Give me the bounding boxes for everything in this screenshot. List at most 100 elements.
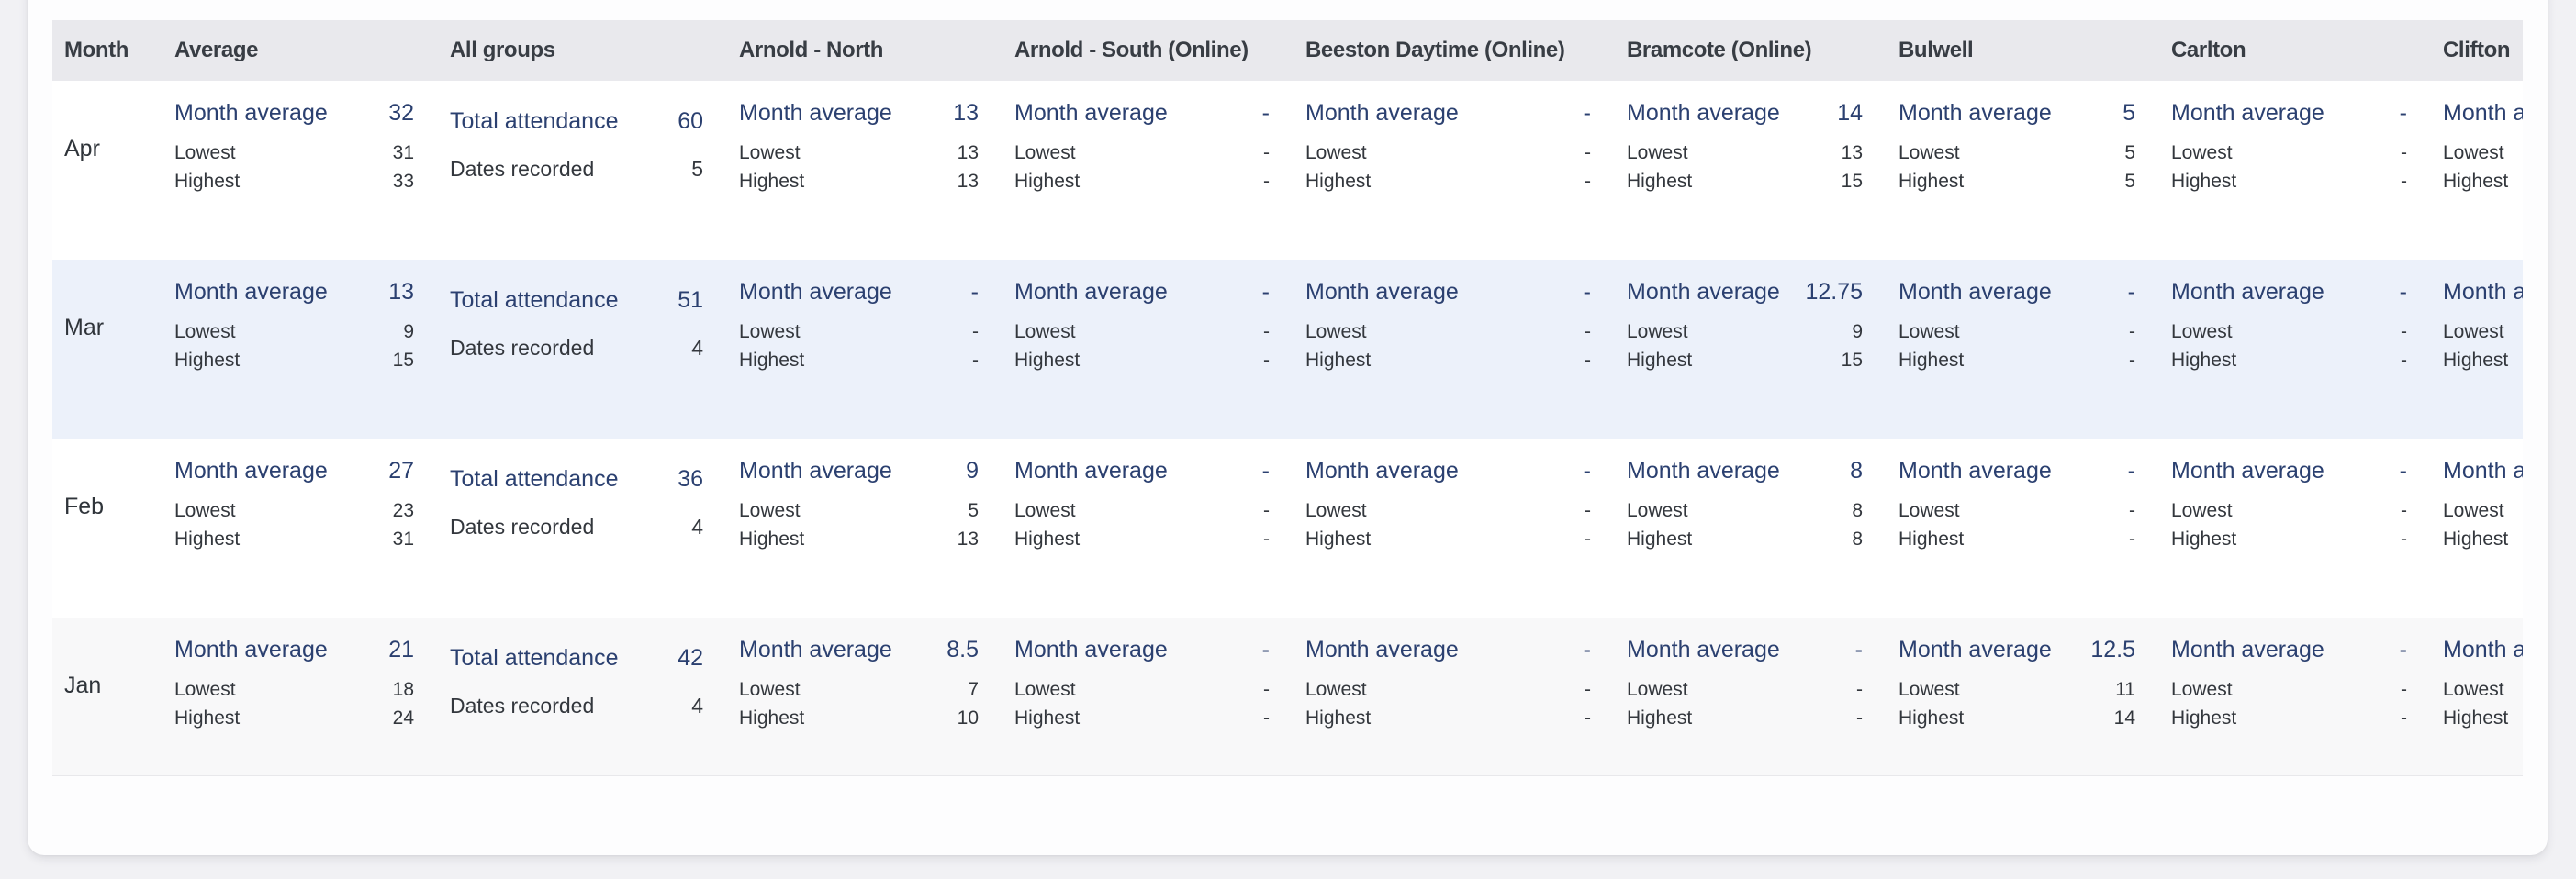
lowest-line: Lowest - (1305, 496, 1591, 525)
lowest-line: Lowest 13 (1627, 139, 1863, 167)
group-stat-cell: Month average - Lowest - Highest - (1002, 81, 1294, 195)
group-stat-cell: Month average - Lowest - Highest - (2159, 618, 2431, 732)
header-all-groups: All groups (450, 38, 555, 62)
stat-label: Month average (2171, 279, 2324, 305)
group-stat-cell: Month average 14 Lowest 13 Highest 15 (1615, 81, 1887, 195)
stat-value: - (1263, 529, 1270, 550)
stat-label: Month average (1014, 458, 1168, 484)
group-stat-cell: Month average - Lowest - Highest - (727, 260, 1002, 374)
group-stat-cell: Month average - Lowest - Highest - (1615, 618, 1887, 732)
stat-label: Month average (174, 637, 328, 662)
month-average-line: Month average - (2171, 636, 2407, 663)
stat-value: 32 (388, 100, 414, 126)
stat-label: Month average (739, 637, 892, 662)
stat-value: 12.5 (2090, 637, 2135, 662)
table-scroll-viewport[interactable]: Month Average All groups Arnold - North Arno… (52, 20, 2523, 776)
lowest-line: Lowest 8 (1627, 496, 1863, 525)
month-average-line: Month average - (2443, 278, 2523, 306)
highest-line: Highest - (1014, 704, 1270, 732)
header-average: Average (174, 38, 259, 62)
attendance-report-card: Month Average All groups Arnold - North Arno… (28, 0, 2548, 855)
table-body: Apr Month average 32 Lowest 31 Highest 3… (52, 81, 2523, 776)
stat-label: Highest (1898, 529, 1965, 550)
stat-value: - (2401, 321, 2407, 342)
stat-value: - (1854, 637, 1863, 662)
stat-value: - (1585, 350, 1591, 371)
group-stat-cell: Month average - Lowest - Highest - (2159, 81, 2431, 195)
total-attendance-line: Total attendance 36 (450, 465, 703, 493)
stat-label: Month average (1305, 458, 1459, 484)
stat-value: 13 (957, 171, 979, 192)
stat-label: Lowest (1627, 321, 1688, 342)
stat-value: 23 (392, 500, 414, 521)
table-header-row: Month Average All groups Arnold - North Arno… (52, 20, 2523, 81)
lowest-line: Lowest - (2443, 139, 2523, 167)
lowest-line: Lowest - (1305, 139, 1591, 167)
header-clifton: Clifton (2443, 38, 2511, 62)
month-average-line: Month average - (1898, 278, 2135, 306)
stat-label: Dates recorded (450, 694, 595, 718)
stat-label: Highest (1627, 171, 1693, 192)
stat-label: Month average (739, 458, 892, 484)
group-stat-cell: Month average 8.5 Lowest 7 Highest 10 (727, 618, 1002, 732)
stat-value: 60 (678, 108, 703, 134)
dates-recorded-line: Dates recorded 4 (450, 692, 703, 719)
month-average-line: Month average - (1014, 457, 1270, 484)
stat-value: 31 (392, 529, 414, 550)
stat-value: - (1585, 679, 1591, 700)
highest-line: Highest 14 (1898, 704, 2135, 732)
lowest-line: Lowest - (1014, 317, 1270, 346)
highest-line: Highest - (1305, 704, 1591, 732)
stat-value: - (1263, 707, 1270, 729)
stat-value: - (1585, 321, 1591, 342)
stat-value: - (1585, 529, 1591, 550)
lowest-line: Lowest - (1305, 675, 1591, 704)
stat-label: Month average (1014, 279, 1168, 305)
highest-line: Highest 33 (174, 167, 414, 195)
stat-value: 10 (957, 707, 979, 729)
group-stat-cell: Month average - Lowest - Highest - (1002, 260, 1294, 374)
lowest-line: Lowest 18 (174, 675, 414, 704)
stat-label: Month average (1305, 279, 1459, 305)
group-stat-cell: Month average 5 Lowest 5 Highest 5 (1887, 81, 2159, 195)
stat-label: Month average (174, 279, 328, 305)
month-average-line: Month average 14 (1627, 99, 1863, 127)
stat-value: 21 (388, 637, 414, 662)
header-month: Month (64, 38, 129, 62)
stat-value: - (1261, 100, 1270, 126)
header-beeston-daytime-online: Beeston Daytime (Online) (1305, 38, 1565, 62)
highest-line: Highest - (2443, 346, 2523, 374)
stat-label: Highest (1305, 171, 1372, 192)
stat-value: - (2399, 637, 2407, 662)
stat-label: Highest (174, 707, 241, 729)
lowest-line: Lowest - (2443, 675, 2523, 704)
highest-line: Highest - (2171, 167, 2407, 195)
stat-label: Highest (2443, 707, 2509, 729)
stat-label: Highest (739, 350, 805, 371)
stat-label: Lowest (174, 142, 236, 163)
group-stat-cell: Month average - Lowest - Highest - (2431, 260, 2523, 374)
lowest-line: Lowest 23 (174, 496, 414, 525)
stat-value: - (970, 279, 979, 305)
stat-value: 4 (691, 694, 703, 718)
stat-label: Lowest (2443, 142, 2504, 163)
stat-value: - (2129, 321, 2135, 342)
lowest-line: Lowest - (739, 317, 979, 346)
highest-line: Highest 15 (174, 346, 414, 374)
table-row: Jan Month average 21 Lowest 18 Highest 2… (52, 618, 2523, 776)
highest-line: Highest - (2171, 704, 2407, 732)
stat-value: 13 (957, 142, 979, 163)
stat-value: - (1261, 279, 1270, 305)
stat-value: 9 (1852, 321, 1863, 342)
stat-value: 51 (678, 287, 703, 313)
stat-value: - (1856, 707, 1863, 729)
stat-label: Highest (2171, 171, 2237, 192)
stat-value: 18 (392, 679, 414, 700)
stat-label: Highest (2171, 529, 2237, 550)
stat-label: Total attendance (450, 108, 619, 134)
attendance-table: Month Average All groups Arnold - North Arno… (52, 20, 2523, 776)
highest-line: Highest - (1627, 704, 1863, 732)
highest-line: Highest 31 (174, 525, 414, 553)
stat-label: Lowest (1898, 321, 1960, 342)
highest-line: Highest - (2443, 167, 2523, 195)
